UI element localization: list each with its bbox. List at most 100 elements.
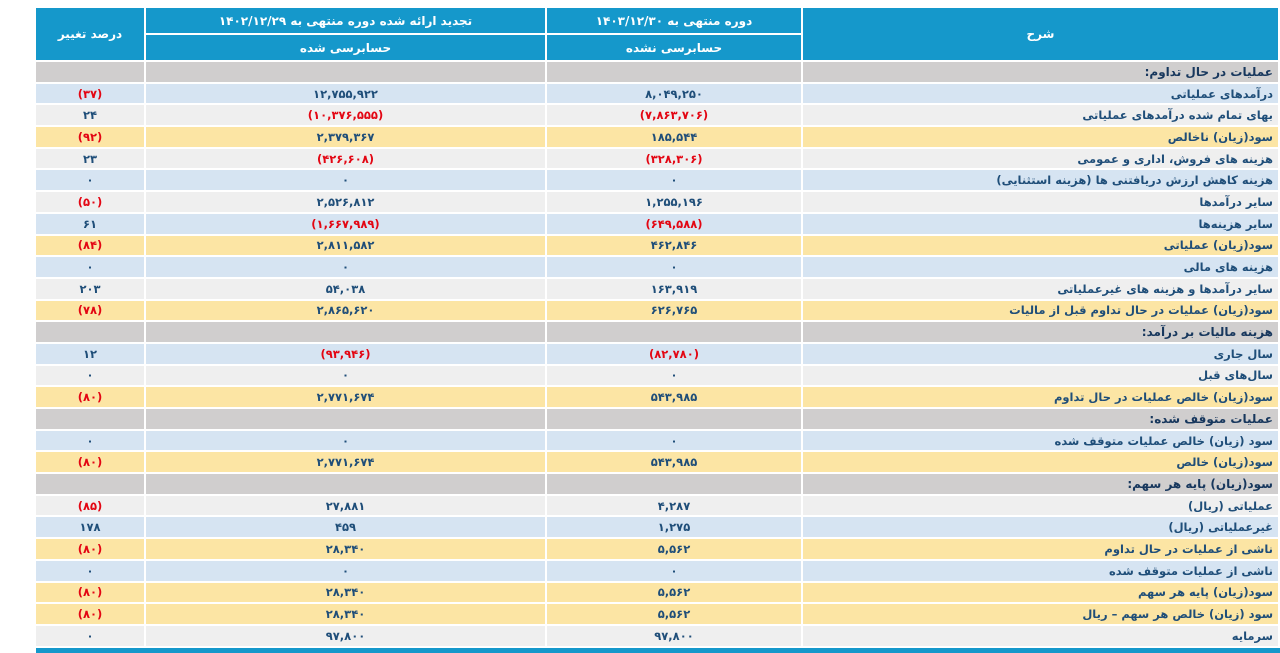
change-percent-cell: ۰ xyxy=(34,168,146,193)
table-row: ناشی از عملیات متوقف شده ۰ ۰ ۰ xyxy=(34,558,1280,583)
table-row: هزینه های فروش، اداری و عمومی (۳۲۸,۳۰۶) (۴… xyxy=(34,146,1280,171)
table-row: سایر درآمدها و هزینه های غیرعملیاتی ۱۶۳,۹… xyxy=(34,276,1280,301)
row-label-cell: سایر هزینه‌ها xyxy=(801,211,1280,236)
section-row: عملیات در حال تداوم: xyxy=(34,60,1280,84)
prior-period-value-cell: ۲,۷۷۱,۶۷۴ xyxy=(144,450,547,475)
header-row-bottom: حسابرسی نشده حسابرسی شده xyxy=(35,33,1279,62)
change-percent-cell: (۸۰) xyxy=(34,450,146,475)
change-percent-cell: ۱۷۸ xyxy=(34,515,146,540)
current-period-value-cell: (۳۲۸,۳۰۶) xyxy=(545,146,803,171)
section-label-cell: عملیات متوقف شده: xyxy=(801,407,1280,431)
prior-period-value-cell: ۰ xyxy=(144,363,547,388)
current-period-value-cell: ۵,۵۶۲ xyxy=(545,602,803,626)
prior-period-value-cell: ۲,۵۲۶,۸۱۲ xyxy=(144,190,547,214)
row-label-cell: عملیاتی (ریال) xyxy=(801,493,1280,518)
prior-period-value-cell: ۵۴,۰۳۸ xyxy=(144,276,547,301)
header-change-percent: درصد تغییر xyxy=(34,6,146,62)
change-percent-cell: (۳۷) xyxy=(34,81,146,106)
change-percent-cell: ۰ xyxy=(34,428,146,453)
row-label-cell: سود(زیان) عملیاتی xyxy=(801,233,1280,258)
current-period-value-cell: ۵۴۳,۹۸۵ xyxy=(545,450,803,475)
empty-cell xyxy=(545,60,803,84)
row-label-cell: سود (زیان) خالص عملیات متوقف شده xyxy=(801,428,1280,453)
table-row: سود(زیان) پایه هر سهم ۵,۵۶۲ ۲۸,۳۴۰ (۸۰) xyxy=(34,580,1280,605)
change-percent-cell: ۲۴ xyxy=(34,103,146,128)
change-percent-cell: (۹۲) xyxy=(34,125,146,149)
current-period-value-cell: ۱۸۵,۵۴۴ xyxy=(545,125,803,149)
empty-cell xyxy=(144,407,547,431)
table-row: ناشی از عملیات در حال تداوم ۵,۵۶۲ ۲۸,۳۴۰ (۸… xyxy=(34,537,1280,561)
change-percent-cell: ۱۲ xyxy=(34,341,146,366)
table-row: عملیاتی (ریال) ۴,۲۸۷ ۲۷,۸۸۱ (۸۵) xyxy=(34,493,1280,518)
current-period-value-cell: (۶۴۹,۵۸۸) xyxy=(545,211,803,236)
current-period-value-cell: ۰ xyxy=(545,168,803,193)
current-period-value-cell: ۰ xyxy=(545,363,803,388)
table-row: غیرعملیاتی (ریال) ۱,۲۷۵ ۴۵۹ ۱۷۸ xyxy=(34,515,1280,540)
prior-period-value-cell: ۰ xyxy=(144,255,547,279)
table-row: سال‌های قبل ۰ ۰ ۰ xyxy=(34,363,1280,388)
change-percent-cell: (۸۰) xyxy=(34,385,146,409)
table-row: هزینه های مالی ۰ ۰ ۰ xyxy=(34,255,1280,279)
change-percent-cell: ۰ xyxy=(34,363,146,388)
current-period-value-cell: ۰ xyxy=(545,558,803,583)
row-label-cell: سود (زیان) خالص هر سهم – ریال xyxy=(801,602,1280,626)
header-prior-audit-status: حسابرسی شده xyxy=(144,33,547,62)
empty-cell xyxy=(545,472,803,496)
table-row: سود(زیان) عملیاتی ۴۶۲,۸۴۶ ۲,۸۱۱,۵۸۲ (۸۴) xyxy=(34,233,1280,258)
current-period-value-cell: (۷,۸۶۳,۷۰۶) xyxy=(545,103,803,128)
row-label-cell: سایر درآمدها و هزینه های غیرعملیاتی xyxy=(801,276,1280,301)
change-percent-cell: ۰ xyxy=(34,558,146,583)
empty-cell xyxy=(34,320,146,344)
row-label-cell: سود(زیان) خالص عملیات در حال تداوم xyxy=(801,385,1280,409)
table-row: سود (زیان) خالص عملیات متوقف شده ۰ ۰ ۰ xyxy=(34,428,1280,453)
row-label-cell: هزینه کاهش ارزش دریافتنی ها (هزینه استثن… xyxy=(801,168,1280,193)
current-period-value-cell: ۴,۲۸۷ xyxy=(545,493,803,518)
prior-period-value-cell: ۲,۷۷۱,۶۷۴ xyxy=(144,385,547,409)
section-row: عملیات متوقف شده: xyxy=(34,407,1280,431)
current-period-value-cell: ۸,۰۴۹,۲۵۰ xyxy=(545,81,803,106)
table-row: سود(زیان) ناخالص ۱۸۵,۵۴۴ ۲,۳۷۹,۳۶۷ (۹۲) xyxy=(34,125,1280,149)
section-label-cell: عملیات در حال تداوم: xyxy=(801,60,1280,84)
current-period-value-cell: ۰ xyxy=(545,255,803,279)
section-label-cell: هزینه مالیات بر درآمد: xyxy=(801,320,1280,344)
table-row: سود (زیان) خالص هر سهم – ریال ۵,۵۶۲ ۲۸,۳۴۰… xyxy=(34,602,1280,626)
row-label-cell: سود(زیان) ناخالص xyxy=(801,125,1280,149)
change-percent-cell: (۸۰) xyxy=(34,537,146,561)
prior-period-value-cell: ۲۸,۳۴۰ xyxy=(144,537,547,561)
empty-cell xyxy=(144,320,547,344)
prior-period-value-cell: ۲۸,۳۴۰ xyxy=(144,580,547,605)
header-description: شرح xyxy=(801,6,1280,62)
change-percent-cell: (۸۰) xyxy=(34,602,146,626)
empty-cell xyxy=(34,407,146,431)
prior-period-value-cell: ۲۷,۸۸۱ xyxy=(144,493,547,518)
prior-period-value-cell: ۲۸,۳۴۰ xyxy=(144,602,547,626)
header-current-audit-status: حسابرسی نشده xyxy=(545,33,803,62)
table-row: سال جاری (۸۲,۷۸۰) (۹۳,۹۴۶) ۱۲ xyxy=(34,341,1280,366)
current-period-value-cell: ۵,۵۶۲ xyxy=(545,580,803,605)
empty-cell xyxy=(34,472,146,496)
section-row: سود(زیان) پایه هر سهم: xyxy=(34,472,1280,496)
current-period-value-cell: ۱,۲۷۵ xyxy=(545,515,803,540)
prior-period-value-cell: ۰ xyxy=(144,558,547,583)
current-period-value-cell: ۱۶۳,۹۱۹ xyxy=(545,276,803,301)
row-label-cell: سود(زیان) عملیات در حال تداوم قبل از مال… xyxy=(801,298,1280,323)
change-percent-cell: (۸۵) xyxy=(34,493,146,518)
change-percent-cell: (۵۰) xyxy=(34,190,146,214)
prior-period-value-cell: ۰ xyxy=(144,428,547,453)
empty-cell xyxy=(144,60,547,84)
row-label-cell: بهای تمام شده درآمدهای عملیاتی xyxy=(801,103,1280,128)
current-period-value-cell: ۴۶۲,۸۴۶ xyxy=(545,233,803,258)
prior-period-value-cell: ۹۷,۸۰۰ xyxy=(144,623,547,648)
change-percent-cell: ۰ xyxy=(34,255,146,279)
table-header: شرح دوره منتهی به ۱۴۰۳/۱۲/۳۰ تجدید ارائه… xyxy=(34,6,1280,62)
row-label-cell: سود(زیان) خالص xyxy=(801,450,1280,475)
empty-cell xyxy=(34,60,146,84)
bottom-accent-bar xyxy=(36,647,1280,653)
change-percent-cell: ۲۳ xyxy=(34,146,146,171)
current-period-value-cell: ۵۴۳,۹۸۵ xyxy=(545,385,803,409)
table-row: سرمایه ۹۷,۸۰۰ ۹۷,۸۰۰ ۰ xyxy=(34,623,1280,648)
current-period-value-cell: ۱,۲۵۵,۱۹۶ xyxy=(545,190,803,214)
prior-period-value-cell: ۲,۸۶۵,۶۲۰ xyxy=(144,298,547,323)
prior-period-value-cell: ۴۵۹ xyxy=(144,515,547,540)
empty-cell xyxy=(144,472,547,496)
